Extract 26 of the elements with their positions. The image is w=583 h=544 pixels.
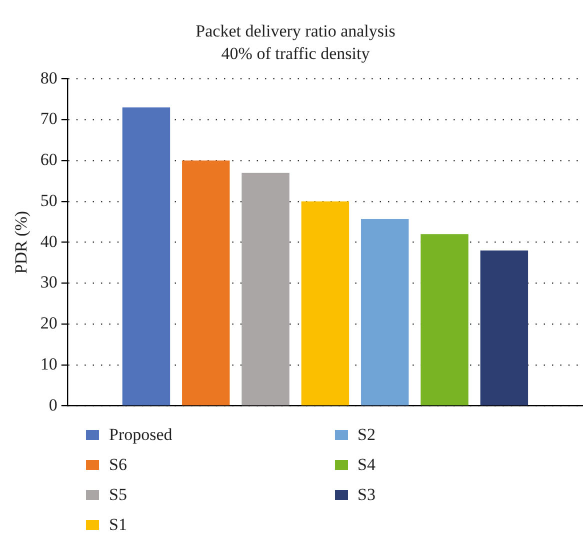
y-tick-label: 40 [40,232,58,251]
bar [420,234,468,406]
bar [301,201,350,406]
legend-label: S3 [358,485,376,505]
bar [361,219,409,406]
legend-label: S6 [109,455,127,475]
bar [242,172,290,406]
bar [182,160,230,406]
bar [480,250,528,406]
bar [122,107,170,406]
chart-title: Packet delivery ratio analysis [196,22,396,41]
legend-label: S2 [358,425,376,445]
y-tick-label: 80 [40,68,58,88]
chart-subtitle: 40% of traffic density [221,44,370,64]
legend-label: S4 [358,455,376,475]
legend-label: S1 [109,515,127,535]
y-tick-label: 70 [40,109,58,128]
y-axis-title: PDR (%) [12,210,31,274]
y-tick-label: 0 [48,395,58,414]
y-tick-label: 10 [40,354,58,374]
legend-label: Proposed [109,425,172,445]
y-tick-label: 50 [40,190,58,210]
y-tick-label: 30 [40,272,58,292]
y-tick-label: 60 [40,150,58,170]
y-tick-label: 20 [40,314,58,333]
legend-label: S5 [109,485,127,505]
